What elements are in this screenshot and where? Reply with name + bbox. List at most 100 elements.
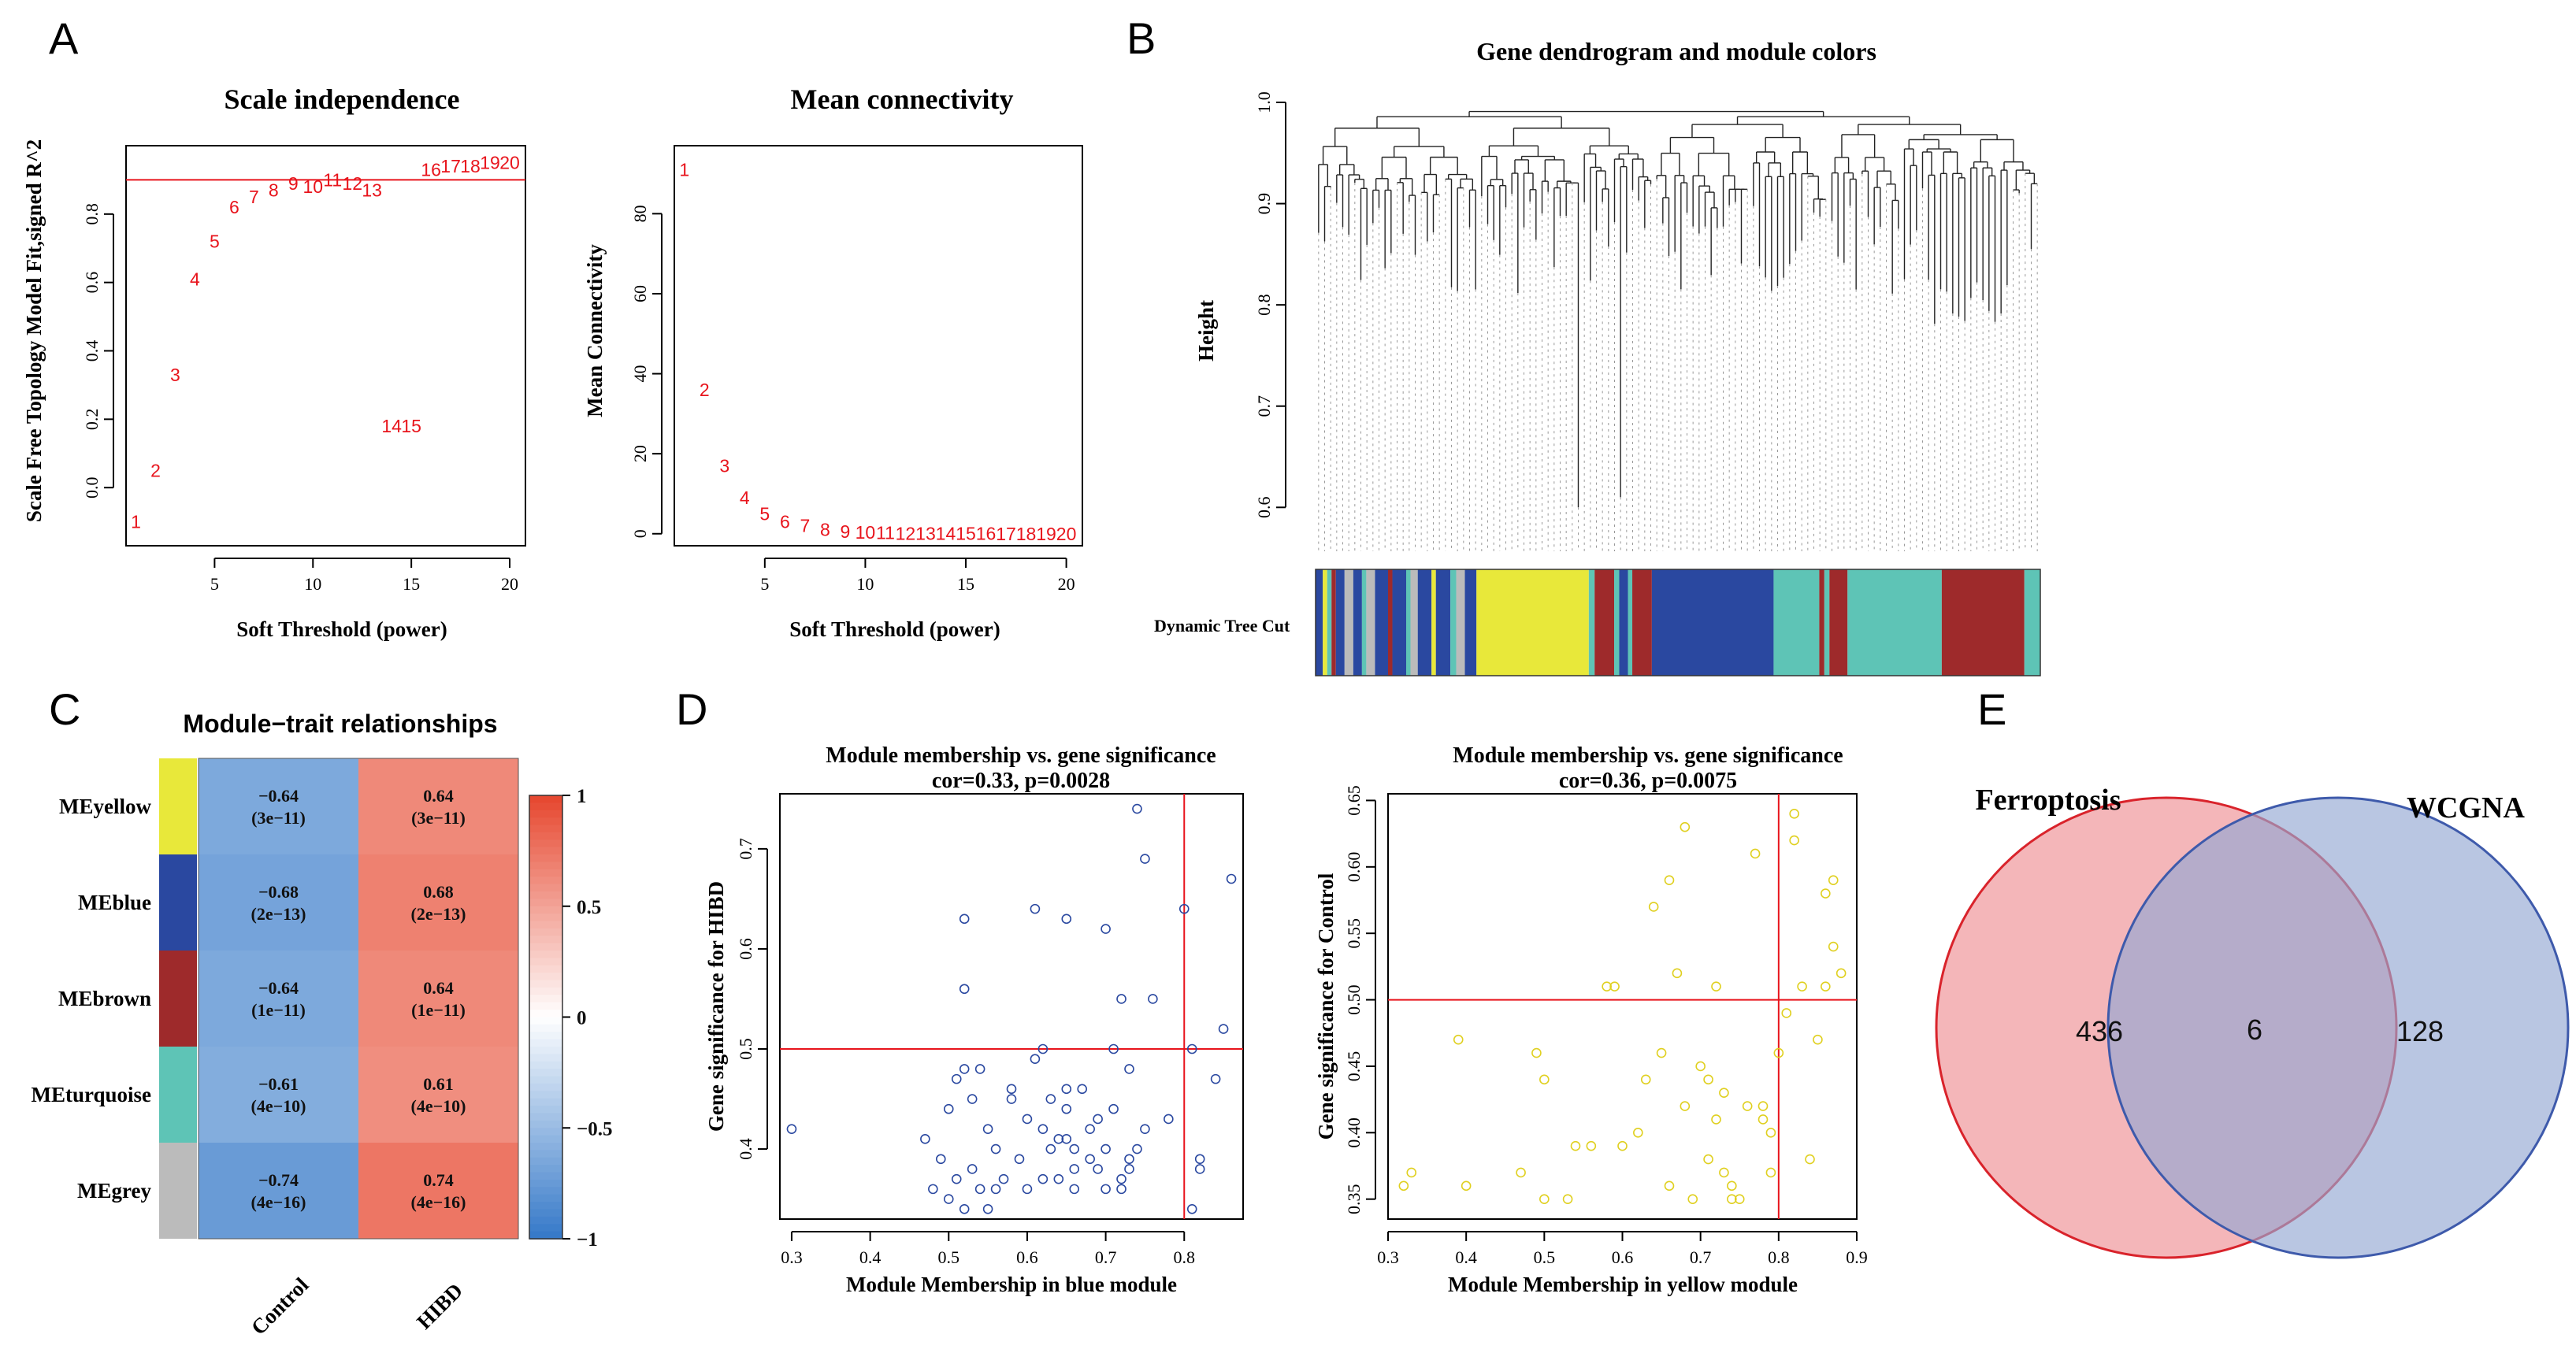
x-axis-label: Soft Threshold (power) [789, 617, 1000, 641]
color-bar-label: Dynamic Tree Cut [1154, 616, 1290, 636]
data-point [1648, 902, 1659, 912]
cell-pvalue: (4e−10) [251, 1096, 306, 1116]
data-point [982, 1203, 993, 1214]
scale-gradient-step [529, 1143, 562, 1151]
module-color-segment [1406, 569, 1411, 676]
point-label: 5 [210, 232, 220, 252]
y-tick-label: 0.7 [736, 838, 755, 860]
y-tick-label: 0.6 [82, 272, 102, 294]
data-point [1186, 1043, 1197, 1054]
point-label: 6 [229, 197, 239, 217]
heatmap-cell [358, 951, 518, 1047]
y-tick-label: 80 [630, 205, 650, 222]
data-point [1805, 1154, 1815, 1165]
scale-tick-label: −1 [577, 1229, 598, 1251]
point-label: 18 [460, 156, 481, 176]
data-point [1116, 1184, 1127, 1195]
data-point [1061, 1103, 1072, 1114]
data-point [1719, 1088, 1729, 1098]
chart-title: Gene dendrogram and module colors [1476, 37, 1876, 65]
panel-letter-b: B [1127, 13, 1156, 63]
module-color-segment [1366, 569, 1375, 676]
plot-frame [674, 145, 1083, 547]
data-point [1398, 1180, 1409, 1191]
module-color-segment [1773, 569, 1820, 676]
scale-gradient-step [529, 1010, 562, 1018]
y-axis: 0.0 0.2 0.4 0.6 0.8 [82, 203, 114, 498]
point-label: 10 [856, 522, 876, 543]
point-label: 3 [719, 455, 729, 476]
x-tick-label: 0.3 [781, 1247, 803, 1267]
scale-gradient-step [529, 884, 562, 892]
point-label: 12 [342, 173, 362, 194]
scale-gradient-step [529, 921, 562, 929]
y-tick-label: 60 [630, 285, 650, 302]
scale-gradient-step [529, 1202, 562, 1210]
y-axis-label: Height [1194, 300, 1218, 361]
data-point [786, 1124, 797, 1134]
y-tick-label: 0.2 [82, 409, 102, 431]
point-label: 11 [876, 523, 895, 543]
data-point [1828, 941, 1839, 952]
data-point [1734, 1194, 1745, 1204]
heatmap-cell [199, 1143, 358, 1239]
x-tick-label: 0.6 [1016, 1247, 1038, 1267]
scale-gradient-step [529, 1224, 562, 1232]
scale-gradient-step [529, 1032, 562, 1040]
scale-gradient-step [529, 899, 562, 907]
point-label: 12 [896, 523, 916, 543]
data-point [1703, 1074, 1713, 1085]
data-point [1531, 1047, 1542, 1058]
x-tick-label: 0.7 [1690, 1247, 1712, 1267]
x-tick-label: 0.6 [1612, 1247, 1634, 1267]
scale-gradient-step [529, 854, 562, 863]
data-point [1813, 1034, 1823, 1045]
data-point [943, 1103, 954, 1114]
data-point [1037, 1173, 1049, 1184]
cell-value: 0.64 [423, 978, 454, 998]
row-label: MEgrey [77, 1179, 151, 1203]
x-tick-label: 20 [1058, 574, 1075, 594]
heatmap-cell [199, 758, 358, 854]
data-point [959, 914, 970, 925]
point-label: 14 [381, 416, 402, 436]
data-point [1789, 835, 1799, 846]
data-point [1453, 1034, 1464, 1045]
marks [1388, 794, 1857, 1219]
data-point [1609, 981, 1620, 991]
data-point [1602, 981, 1612, 991]
x-tick-label: 15 [403, 574, 420, 594]
y-tick-label: 0.7 [1254, 395, 1274, 417]
y-tick-label: 0.60 [1344, 852, 1364, 883]
module-color-segment [1651, 569, 1774, 676]
module-color-segment [1431, 569, 1436, 676]
venn-count-overlap: 6 [2247, 1014, 2262, 1046]
module-color-segment [1327, 569, 1332, 676]
data-point [1108, 1103, 1119, 1114]
module-color-segment [2024, 569, 2040, 676]
module-color-segment [1476, 569, 1589, 676]
module-color-segment [1388, 569, 1393, 676]
data-point [1406, 1167, 1417, 1178]
module-bar-frame [1315, 569, 2041, 676]
scale-gradient-step [529, 914, 562, 922]
scale-gradient-step [529, 1061, 562, 1069]
data-point [1045, 1094, 1056, 1104]
cell-value: 0.74 [423, 1170, 454, 1190]
cell-pvalue: (4e−16) [251, 1192, 306, 1212]
cell-value: 0.64 [423, 786, 454, 806]
data-point [1037, 1124, 1049, 1134]
point-label: 9 [840, 521, 850, 542]
data-point [1640, 1074, 1651, 1085]
point-label: 1 [131, 512, 141, 532]
data-point [1828, 875, 1839, 885]
module-color-segment [1335, 569, 1345, 676]
data-point [1765, 1128, 1776, 1138]
data-point [1069, 1143, 1080, 1154]
scale-gradient-step [529, 832, 562, 841]
y-axis-label: Gene significance for HIBD [704, 881, 728, 1132]
heatmap-cell [199, 1047, 358, 1143]
data-point [974, 1184, 985, 1195]
plot-frame [779, 793, 1244, 1220]
data-point [920, 1134, 930, 1144]
